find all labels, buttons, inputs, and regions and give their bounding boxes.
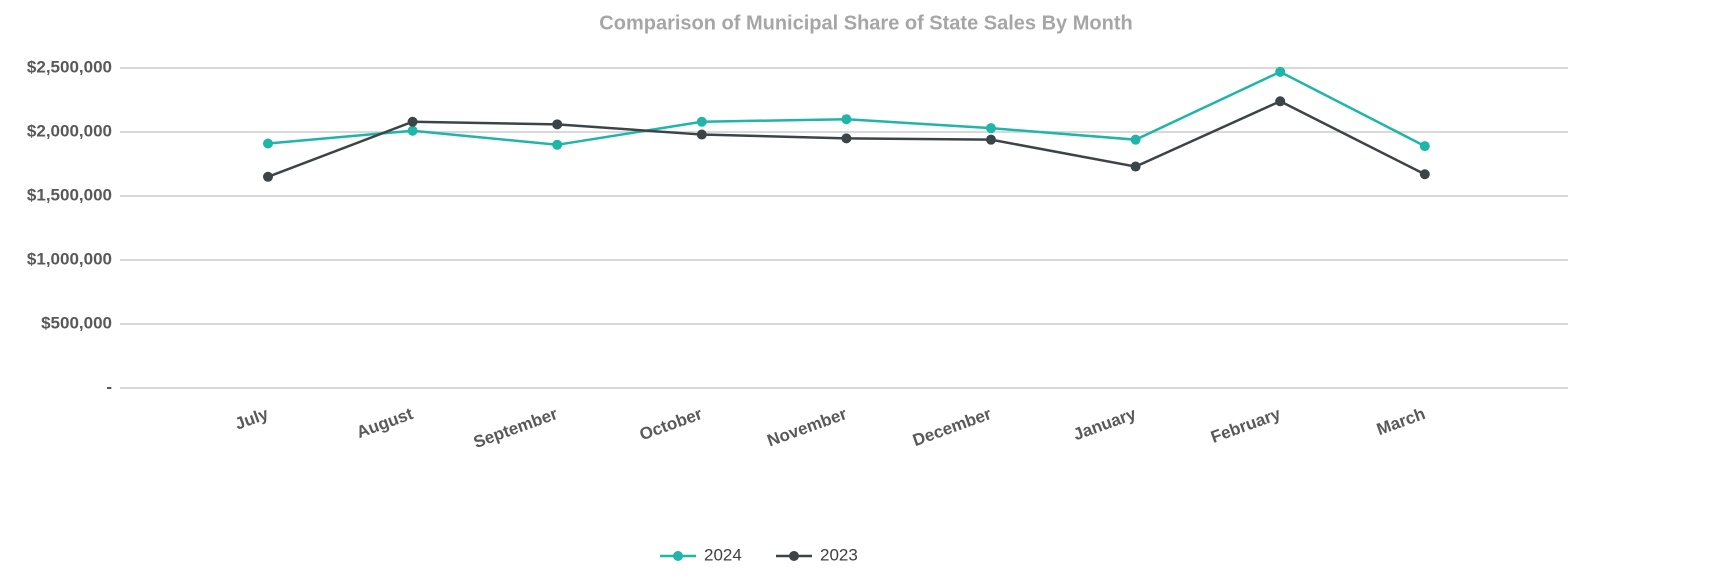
point	[841, 133, 852, 144]
point	[1419, 141, 1430, 152]
legend-marker	[789, 551, 799, 561]
point	[1275, 96, 1286, 107]
y-tick-label: $1,000,000	[27, 249, 112, 268]
point	[1419, 169, 1430, 180]
point	[696, 129, 707, 140]
point	[696, 116, 707, 127]
point	[986, 134, 996, 145]
point	[552, 119, 563, 130]
y-tick-label: $2,500,000	[27, 57, 112, 76]
legend-label: 2024	[704, 545, 742, 564]
x-tick-label: January	[1071, 404, 1139, 444]
point	[263, 171, 273, 182]
point	[1130, 134, 1141, 145]
chart-title: Comparison of Municipal Share of State S…	[599, 12, 1132, 34]
legend-marker	[673, 551, 683, 561]
y-tick-label: -	[106, 377, 112, 396]
x-tick-label: October	[637, 404, 705, 444]
point	[1130, 161, 1141, 172]
legend-label: 2023	[820, 545, 858, 564]
point	[407, 125, 418, 136]
x-tick-label: November	[765, 404, 850, 450]
x-tick-label: March	[1374, 404, 1428, 439]
point	[552, 139, 563, 150]
y-tick-label: $500,000	[41, 313, 112, 332]
x-tick-label: July	[232, 404, 271, 434]
y-tick-label: $2,000,000	[27, 121, 112, 140]
y-tick-label: $1,500,000	[27, 185, 112, 204]
x-tick-label: December	[910, 404, 994, 450]
x-tick-label: September	[471, 404, 560, 452]
point	[841, 114, 852, 125]
point	[1275, 66, 1286, 77]
x-tick-label: February	[1208, 404, 1283, 447]
point	[263, 138, 273, 149]
point	[407, 116, 418, 127]
point	[986, 123, 996, 134]
x-tick-label: August	[354, 404, 416, 442]
